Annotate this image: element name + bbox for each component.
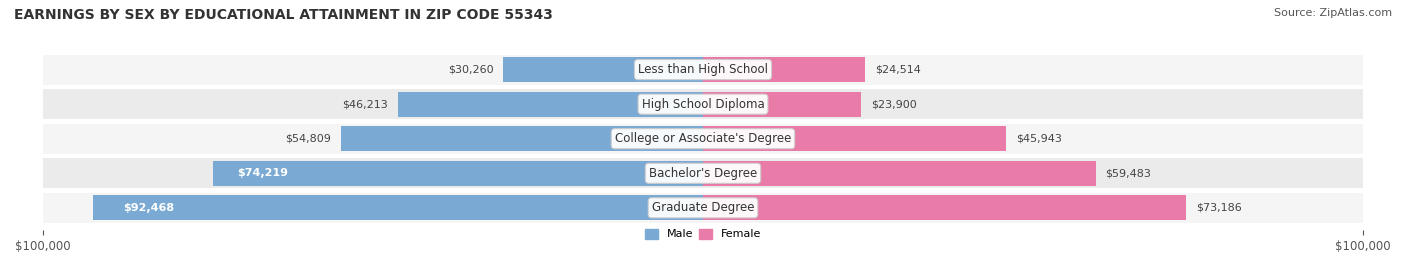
Text: $46,213: $46,213: [342, 99, 388, 109]
Text: $59,483: $59,483: [1105, 168, 1152, 178]
Legend: Male, Female: Male, Female: [644, 229, 762, 239]
Text: High School Diploma: High School Diploma: [641, 98, 765, 111]
Bar: [93, 195, 703, 220]
Text: $73,186: $73,186: [1197, 203, 1241, 213]
Bar: [398, 92, 703, 117]
Bar: [42, 89, 1364, 119]
Bar: [703, 161, 1095, 186]
Bar: [703, 57, 865, 82]
Text: $74,219: $74,219: [238, 168, 288, 178]
Bar: [42, 158, 1364, 188]
Text: $45,943: $45,943: [1017, 134, 1062, 144]
Text: College or Associate's Degree: College or Associate's Degree: [614, 132, 792, 145]
Bar: [703, 126, 1007, 151]
Text: Bachelor's Degree: Bachelor's Degree: [650, 167, 756, 180]
Bar: [503, 57, 703, 82]
Text: $92,468: $92,468: [124, 203, 174, 213]
Bar: [703, 195, 1187, 220]
Text: EARNINGS BY SEX BY EDUCATIONAL ATTAINMENT IN ZIP CODE 55343: EARNINGS BY SEX BY EDUCATIONAL ATTAINMEN…: [14, 8, 553, 22]
Bar: [42, 55, 1364, 85]
Bar: [42, 124, 1364, 154]
Text: $54,809: $54,809: [285, 134, 332, 144]
Bar: [214, 161, 703, 186]
Text: $24,514: $24,514: [875, 65, 921, 75]
Text: $30,260: $30,260: [447, 65, 494, 75]
Text: Less than High School: Less than High School: [638, 63, 768, 76]
Text: Source: ZipAtlas.com: Source: ZipAtlas.com: [1274, 8, 1392, 18]
Text: Graduate Degree: Graduate Degree: [652, 201, 754, 214]
Bar: [342, 126, 703, 151]
Text: $23,900: $23,900: [870, 99, 917, 109]
Bar: [42, 193, 1364, 223]
Bar: [703, 92, 860, 117]
